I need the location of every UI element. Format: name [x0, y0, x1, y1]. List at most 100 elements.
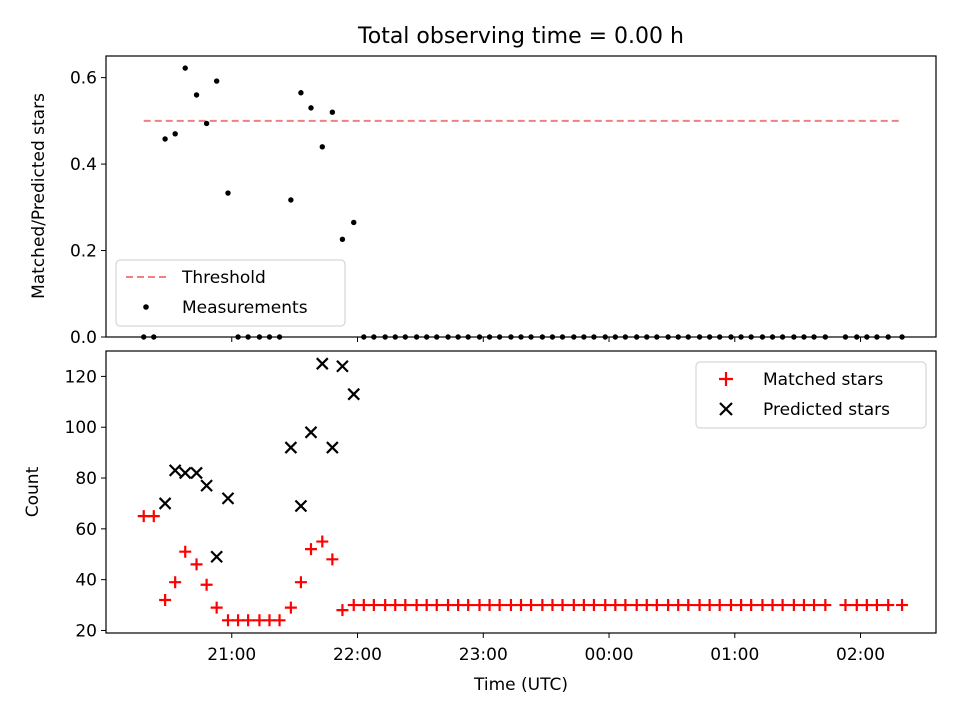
top-y-ticks: 0.0 0.2 0.4 0.6: [70, 69, 106, 348]
x-tick-label: 21:00: [207, 645, 256, 665]
bottom-plot-marks: [137, 357, 909, 627]
measurement-point: [329, 109, 336, 115]
measurement-point: [319, 144, 326, 150]
matched-star-point: [137, 510, 150, 523]
matched-star-point: [662, 599, 675, 612]
top-y-axis-label: Matched/Predicted stars: [29, 93, 49, 299]
matched-star-point: [147, 510, 160, 523]
predicted-star-point: [178, 466, 192, 480]
matched-star-point: [169, 576, 182, 589]
matched-star-point: [860, 599, 873, 612]
matched-star-point: [253, 614, 266, 627]
matched-star-point: [619, 599, 632, 612]
matched-star-point: [682, 599, 695, 612]
matched-star-point: [630, 599, 643, 612]
bottom-plot-frame: [105, 350, 937, 634]
bottom-legend: Matched stars Predicted stars: [695, 361, 927, 429]
matched-star-point: [389, 599, 402, 612]
matched-star-point: [326, 553, 339, 566]
matched-star-point: [200, 578, 213, 591]
top-y-tick-label: 0.2: [70, 242, 97, 262]
bottom-y-tick-label: 40: [75, 571, 97, 591]
matched-star-point: [546, 599, 559, 612]
measurements-legend-swatch: [143, 304, 149, 310]
matched-star-point: [294, 576, 307, 589]
matched-star-point: [452, 599, 465, 612]
matched-star-point: [870, 599, 883, 612]
bottom-y-tick-label: 120: [65, 367, 97, 387]
matched-star-point: [515, 599, 527, 612]
predicted-star-point: [158, 497, 172, 510]
x-tick-label: 23:00: [459, 645, 508, 665]
matched-star-point: [839, 599, 852, 612]
matched-star-point: [650, 599, 663, 612]
top-y-tick-label: 0.0: [70, 328, 97, 348]
x-axis-label: Time (UTC): [473, 675, 568, 695]
matched-star-point: [462, 599, 475, 612]
measurement-point: [308, 105, 314, 111]
matched-star-point: [304, 543, 317, 556]
predicted-star-point: [168, 464, 182, 477]
top-x-ticks: [231, 337, 862, 342]
matched-star-point: [399, 599, 412, 612]
top-y-tick-label: 0.4: [70, 155, 97, 175]
bottom-legend-box: [695, 361, 927, 429]
measurement-point: [193, 92, 200, 98]
predicted-star-point: [190, 466, 203, 480]
measurement-point: [288, 197, 294, 203]
matched-star-point: [473, 599, 486, 612]
matched-star-point: [536, 599, 549, 612]
matched-star-point: [640, 599, 653, 612]
bottom-y-tick-label: 100: [65, 418, 97, 438]
matched-star-point: [577, 599, 590, 612]
matched-star-point: [284, 601, 297, 614]
matched-star-point: [316, 535, 329, 548]
measurement-point: [182, 65, 188, 71]
matched-legend-label: Matched stars: [763, 370, 883, 390]
predicted-legend-label: Predicted stars: [763, 400, 890, 420]
bottom-y-tick-label: 80: [75, 469, 97, 489]
matched-star-point: [336, 604, 349, 617]
matched-star-point: [525, 599, 538, 612]
matched-star-point: [357, 599, 370, 612]
top-plot-frame: [105, 55, 937, 338]
measurement-point: [225, 190, 231, 196]
predicted-star-point: [336, 359, 349, 373]
matched-star-point: [379, 599, 392, 612]
matched-star-point: [776, 599, 789, 612]
matched-star-point: [756, 599, 769, 612]
predicted-star-point: [294, 499, 308, 513]
matched-star-point: [882, 599, 895, 612]
matched-star-point: [745, 599, 758, 612]
matched-star-point: [442, 599, 455, 612]
x-tick-label: 02:00: [836, 645, 885, 665]
matched-star-point: [896, 599, 909, 612]
matched-star-point: [850, 599, 863, 612]
matched-star-point: [242, 614, 255, 627]
matched-star-point: [367, 599, 380, 612]
matched-star-point: [609, 599, 622, 612]
matched-star-point: [263, 614, 276, 627]
x-tick-label: 01:00: [710, 645, 759, 665]
bottom-axis-ticks: 20 40 60 80 100 120 21:00 22:00 23:00 00:00 01:00 0…: [65, 367, 885, 665]
matched-star-point: [493, 599, 506, 612]
predicted-star-point: [200, 479, 213, 492]
matched-star-point: [504, 599, 517, 612]
measurement-point: [351, 219, 357, 226]
predicted-star-point: [210, 550, 223, 564]
matched-star-point: [232, 614, 245, 627]
measurement-point: [162, 136, 168, 142]
predicted-star-point: [221, 492, 235, 505]
measurement-point: [298, 90, 304, 96]
matched-star-point: [587, 599, 600, 612]
matched-star-point: [347, 599, 360, 612]
top-legend-box: [115, 259, 346, 327]
matched-star-point: [567, 599, 580, 612]
chart-title: Total observing time = 0.00 h: [357, 24, 684, 49]
measurement-point: [203, 120, 210, 127]
matched-star-point: [693, 599, 706, 612]
matched-star-point: [556, 599, 569, 612]
matched-star-point: [819, 599, 832, 612]
top-panel: Total observing time = 0.00 h Matched/Pr…: [29, 24, 937, 348]
